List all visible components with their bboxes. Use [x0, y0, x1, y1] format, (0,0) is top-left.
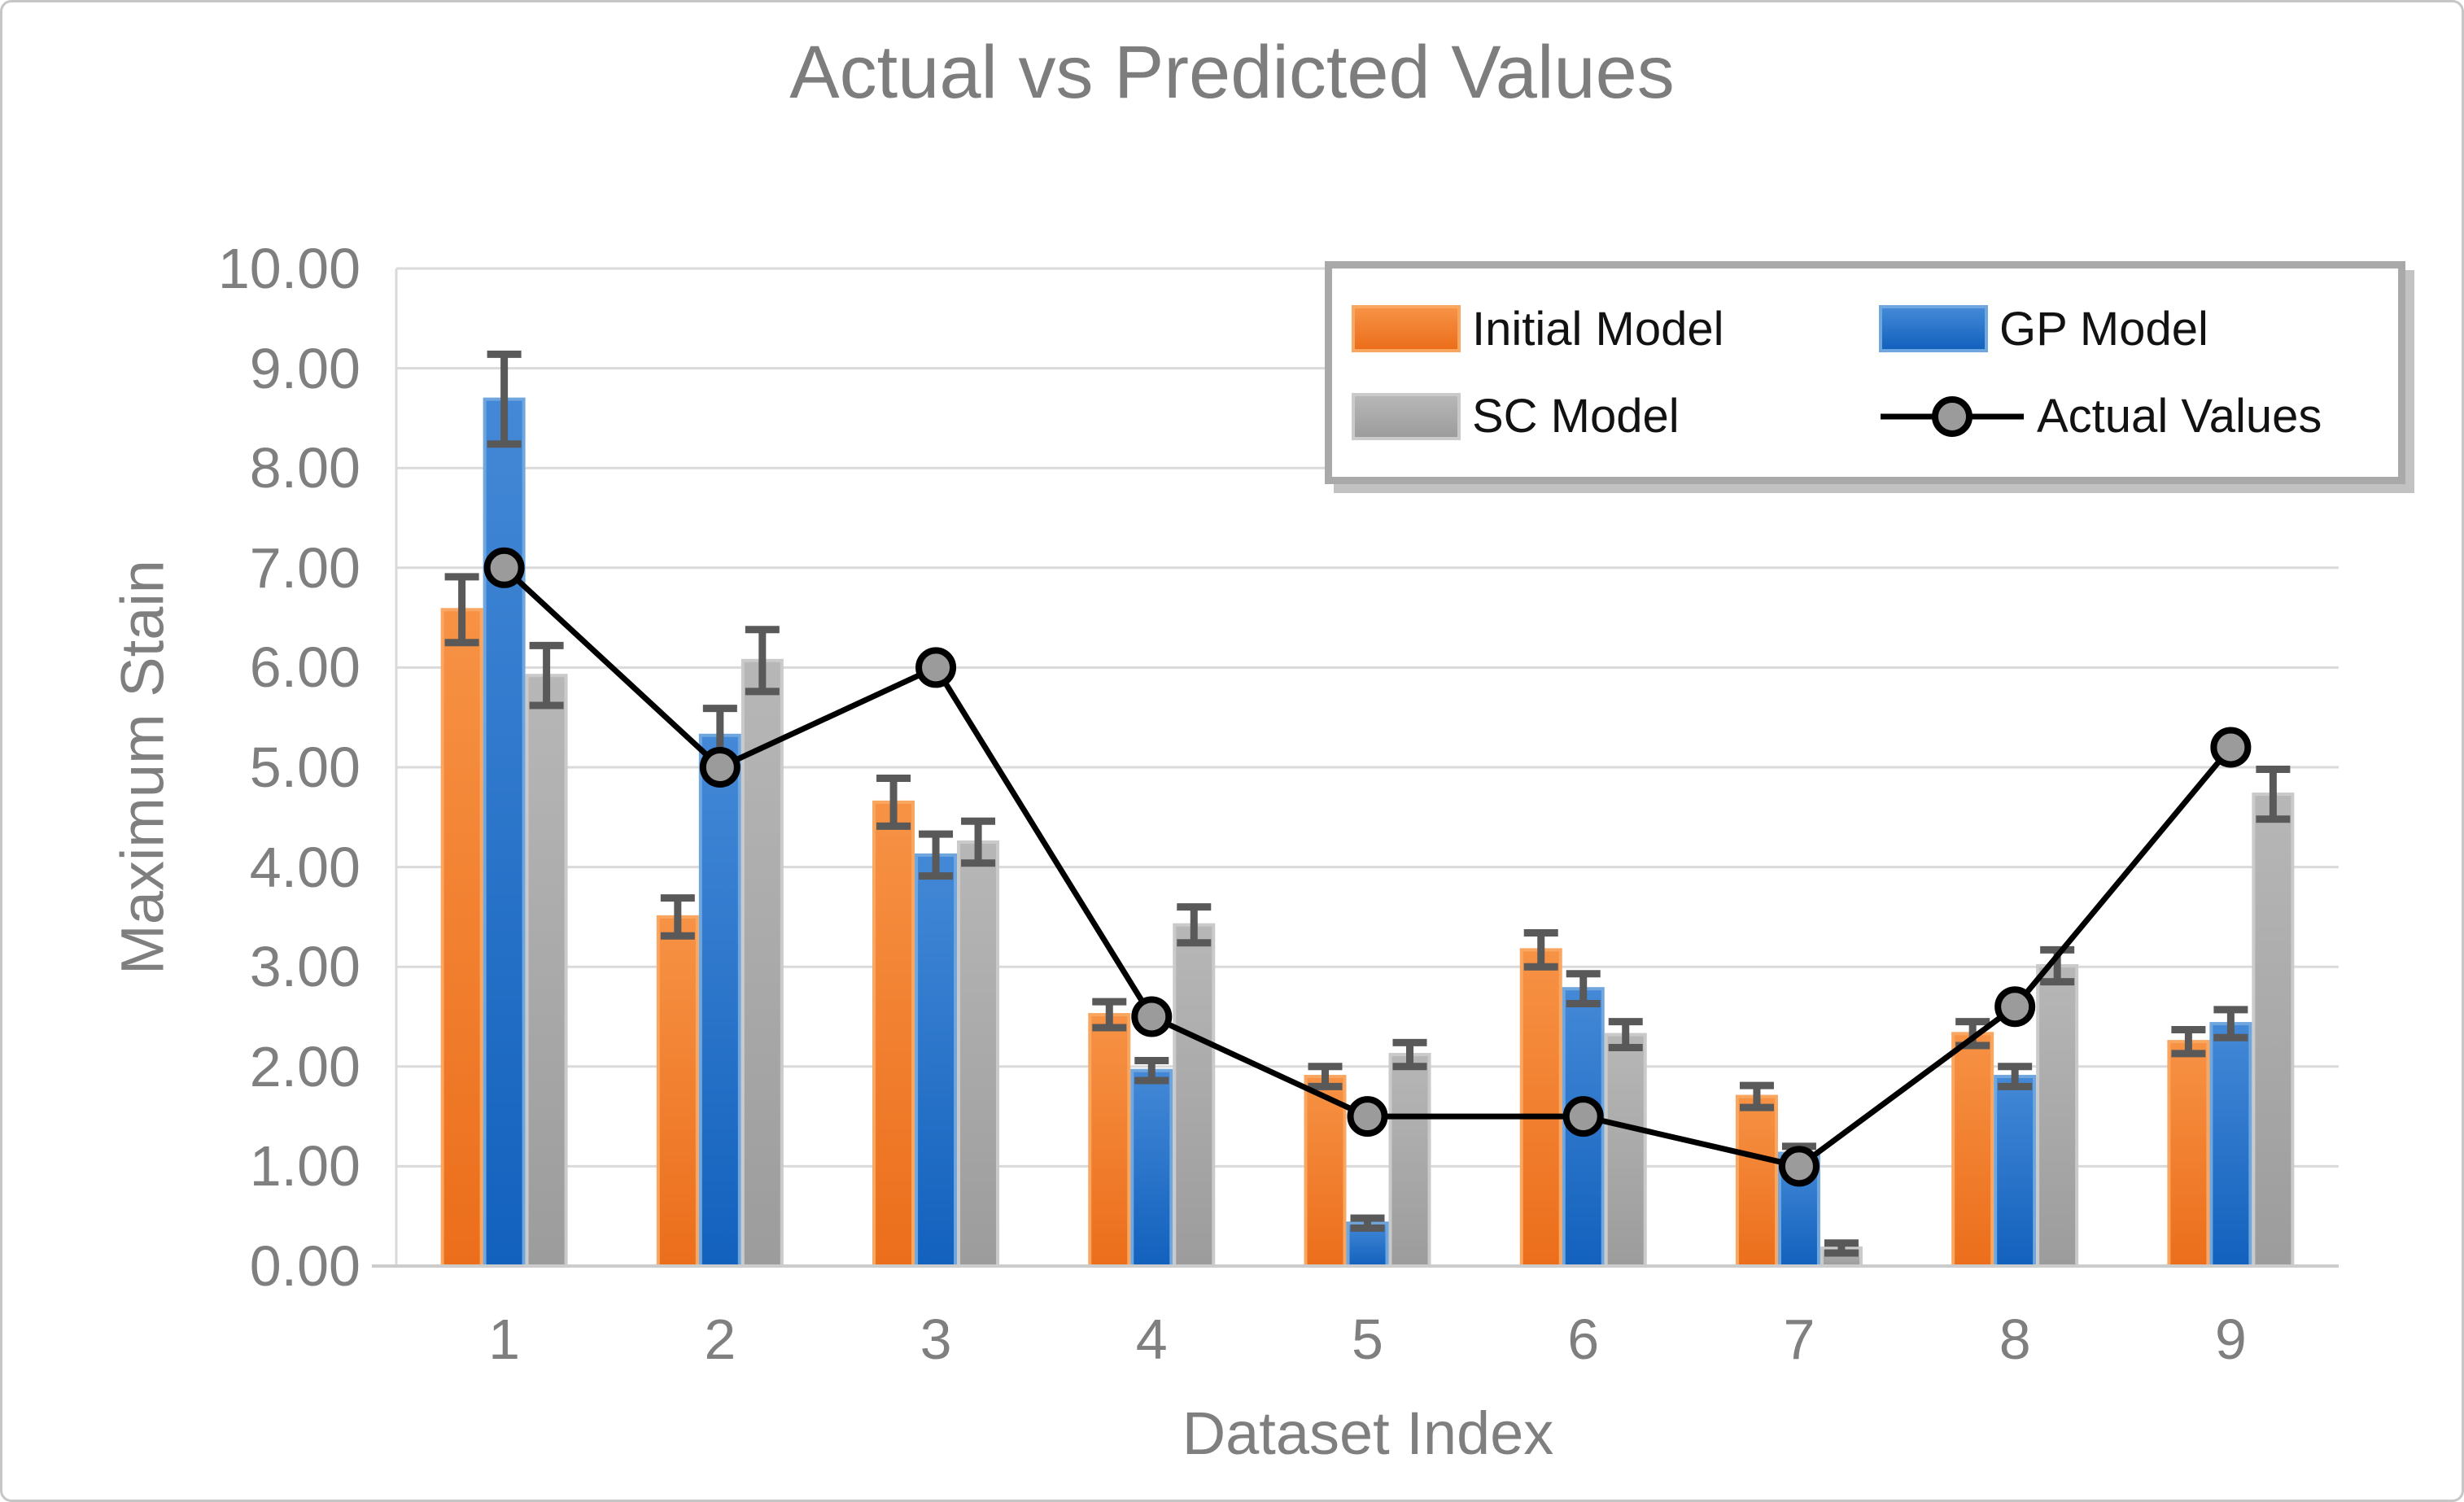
- x-axis-title: Dataset Index: [1182, 1399, 1554, 1467]
- bar-gp-model-8: [1994, 1075, 2037, 1268]
- y-tick-label-1: 1.00: [249, 1134, 360, 1199]
- bar-initial-model-3: [872, 800, 915, 1268]
- bar-initial-model-4: [1088, 1013, 1131, 1268]
- actual-marker-5: [1347, 1096, 1388, 1137]
- bar-gp-model-2: [698, 733, 741, 1268]
- x-tick-label-3: 3: [920, 1308, 952, 1371]
- bar-sc-model-4: [1173, 923, 1216, 1268]
- x-tick-label-5: 5: [1352, 1308, 1383, 1371]
- x-tick-label-7: 7: [1783, 1308, 1815, 1371]
- error-bar-initial-model-1: [444, 573, 479, 647]
- actual-marker-3: [915, 647, 957, 688]
- y-tick-label-5: 5.00: [249, 736, 360, 799]
- bar-initial-model-9: [2167, 1040, 2210, 1268]
- actual-marker-4: [1131, 996, 1173, 1037]
- y-tick-label-10: 10.00: [217, 237, 360, 300]
- x-tick-label-9: 9: [2214, 1308, 2247, 1371]
- error-bar-gp-model-1: [487, 350, 522, 448]
- bar-gp-model-1: [483, 397, 526, 1268]
- bar-initial-model-2: [656, 915, 699, 1268]
- legend: Initial Model GP Model SC Model Actual V…: [1325, 261, 2405, 484]
- legend-label-sc-model: SC Model: [1472, 390, 1680, 443]
- legend-item-initial-model: Initial Model: [1352, 302, 1879, 356]
- legend-item-sc-model: SC Model: [1352, 389, 1879, 443]
- bar-sc-model-6: [1604, 1033, 1647, 1268]
- bar-initial-model-1: [440, 608, 483, 1268]
- error-bar-initial-model-9: [2171, 1025, 2206, 1058]
- error-bar-sc-model-6: [1608, 1018, 1643, 1052]
- legend-marker-circle: [1932, 395, 1973, 437]
- error-bar-initial-model-7: [1739, 1081, 1774, 1111]
- x-tick-label-2: 2: [704, 1308, 736, 1371]
- actual-marker-2: [699, 747, 741, 788]
- chart-title: Actual vs Predicted Values: [789, 31, 1675, 114]
- y-tick-label-0: 0.00: [249, 1234, 360, 1298]
- error-bar-sc-model-2: [745, 626, 780, 696]
- error-bar-initial-model-4: [1092, 998, 1127, 1032]
- x-tick-label-6: 6: [1567, 1308, 1600, 1371]
- bar-sc-model-1: [525, 674, 568, 1268]
- error-bar-gp-model-9: [2213, 1006, 2248, 1041]
- x-tick-label-4: 4: [1135, 1308, 1168, 1371]
- y-tick-label-9: 9.00: [249, 336, 360, 400]
- legend-label-gp-model: GP Model: [1999, 302, 2208, 356]
- y-tick-label-2: 2.00: [249, 1034, 360, 1098]
- bar-initial-model-6: [1519, 948, 1562, 1268]
- y-tick-label-3: 3.00: [249, 935, 360, 999]
- legend-label-actual-values: Actual Values: [2037, 390, 2322, 443]
- error-bar-gp-model-4: [1134, 1056, 1169, 1085]
- actual-marker-7: [1778, 1146, 1820, 1187]
- legend-item-gp-model: GP Model: [1879, 302, 2398, 356]
- bar-initial-model-7: [1735, 1094, 1778, 1268]
- error-bar-gp-model-8: [1998, 1063, 2033, 1090]
- error-bar-initial-model-6: [1523, 929, 1558, 971]
- error-bar-initial-model-3: [876, 774, 911, 830]
- line-marker-icon: [1881, 395, 2024, 437]
- y-tick-label-7: 7.00: [249, 535, 360, 600]
- y-tick-label-4: 4.00: [249, 835, 360, 899]
- actual-marker-6: [1562, 1096, 1604, 1137]
- error-bar-gp-model-6: [1566, 970, 1601, 1008]
- error-bar-gp-model-3: [919, 830, 954, 880]
- bar-gp-model-4: [1130, 1068, 1173, 1268]
- x-tick-label-8: 8: [1999, 1308, 2031, 1371]
- error-bar-initial-model-2: [660, 894, 695, 940]
- error-bar-sc-model-4: [1177, 903, 1212, 947]
- bar-sc-model-9: [2252, 792, 2295, 1268]
- legend-item-actual-values: Actual Values: [1879, 389, 2398, 443]
- error-bar-sc-model-9: [2256, 765, 2291, 823]
- bar-gp-model-3: [915, 853, 958, 1268]
- error-bar-sc-model-1: [529, 641, 564, 710]
- bar-sc-model-8: [2036, 963, 2079, 1268]
- bar-initial-model-8: [1951, 1032, 1994, 1268]
- y-tick-label-8: 8.00: [249, 436, 360, 500]
- legend-swatch-initial-model: [1352, 305, 1461, 353]
- error-bar-sc-model-7: [1824, 1239, 1859, 1257]
- actual-marker-1: [483, 547, 525, 588]
- legend-swatch-sc-model: [1352, 392, 1461, 440]
- y-axis-title: Maximum Stain: [108, 560, 177, 975]
- bar-initial-model-5: [1304, 1075, 1347, 1268]
- error-bar-gp-model-5: [1350, 1214, 1385, 1232]
- bar-sc-model-3: [957, 840, 1000, 1268]
- actual-marker-9: [2210, 727, 2252, 768]
- x-tick-label-1: 1: [488, 1308, 521, 1371]
- legend-swatch-gp-model: [1879, 305, 1988, 353]
- error-bar-initial-model-5: [1308, 1063, 1343, 1090]
- error-bar-sc-model-5: [1392, 1038, 1427, 1071]
- bar-sc-model-5: [1388, 1053, 1431, 1268]
- bar-gp-model-9: [2209, 1022, 2252, 1268]
- actual-marker-8: [1994, 986, 2036, 1028]
- y-tick-label-6: 6.00: [249, 635, 360, 700]
- error-bar-sc-model-3: [961, 817, 996, 867]
- legend-label-initial-model: Initial Model: [1472, 302, 1724, 356]
